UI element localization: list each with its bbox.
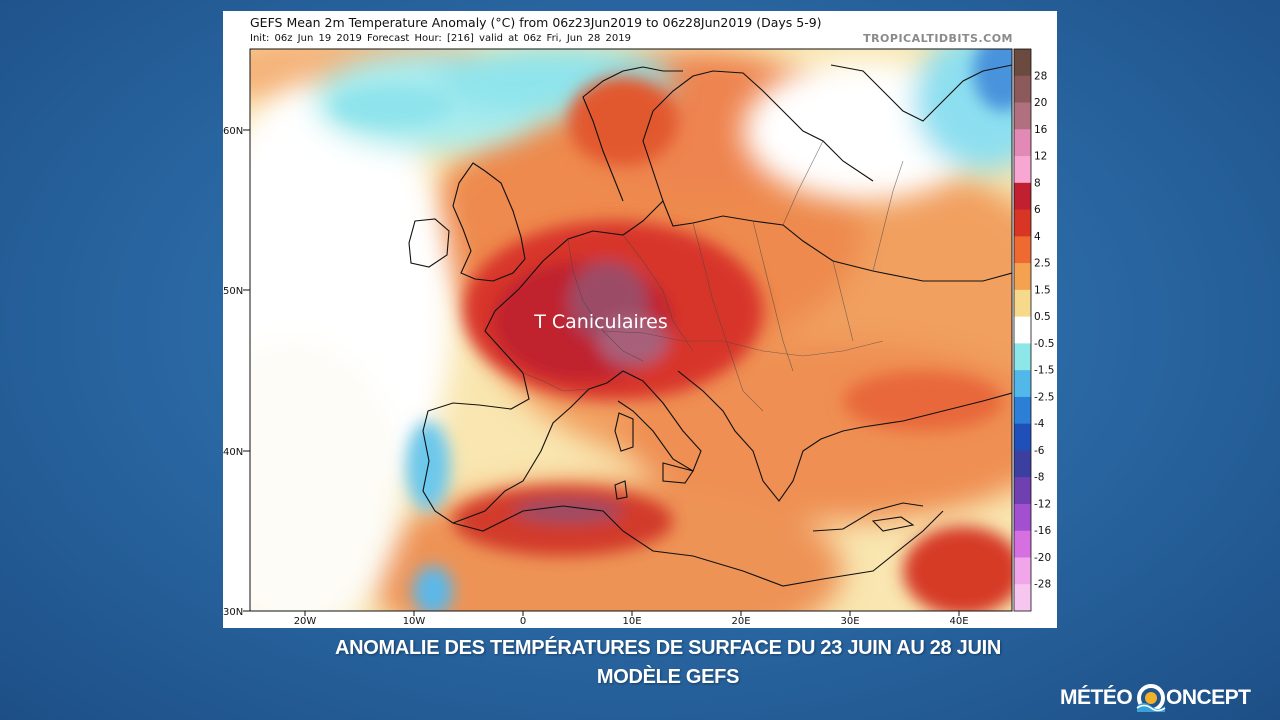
- colorbar-level-label: -12: [1034, 498, 1051, 510]
- colorbar-frame: [1013, 48, 1032, 612]
- colorbar-level-label: -20: [1034, 552, 1051, 564]
- coastlines: [408, 64, 1012, 587]
- colorbar-swatch: [1014, 156, 1031, 184]
- map-frame: [249, 48, 1013, 612]
- caption-line-1: ANOMALIE DES TEMPÉRATURES DE SURFACE DU …: [334, 637, 1002, 659]
- colorbar-level-label: 28: [1034, 70, 1047, 82]
- country-borders: [522, 140, 904, 412]
- map-subtitle: Init: 06z Jun 19 2019 Forecast Hour: [21…: [250, 33, 631, 44]
- colorbar-level-label: -28: [1034, 579, 1051, 591]
- forecast-map-panel: 60N 50N 40N 30N 20W 10W 0 10E 20E 30E 40…: [223, 11, 1057, 628]
- colorbar: 28 20 16 12 8 6 4 2.5 1.5 0.5 -0.5 -1.5 -2.5 -4 -6 -8 -1…: [1013, 48, 1055, 612]
- colorbar-swatch: [1014, 263, 1031, 291]
- lat-label: 30N: [223, 607, 243, 618]
- colorbar-swatch: [1014, 182, 1031, 211]
- colorbar-swatch: [1014, 503, 1031, 532]
- colorbar-swatch: [1014, 423, 1031, 451]
- colorbar-level-label: 16: [1034, 124, 1048, 136]
- colorbar-level-label: -16: [1034, 525, 1051, 537]
- colorbar-swatch: [1014, 477, 1031, 505]
- anomaly-field: [250, 49, 1012, 611]
- lat-label: 40N: [223, 447, 243, 458]
- colorbar-level-label: -2.5: [1034, 391, 1055, 403]
- colorbar-swatch: [1014, 75, 1031, 104]
- colorbar-level-label: 2.5: [1034, 258, 1051, 270]
- colorbar-level-label: -4: [1034, 418, 1045, 430]
- brand-text-right: ONCEPT: [1166, 686, 1251, 709]
- brand-text-left: MÉTÉO: [1060, 686, 1133, 709]
- colorbar-level-label: 12: [1034, 151, 1047, 163]
- colorbar-swatch: [1014, 584, 1031, 612]
- lon-label: 30E: [840, 616, 859, 627]
- colorbar-swatch: [1014, 102, 1031, 130]
- latitude-axis: 60N 50N 40N 30N: [223, 126, 250, 618]
- heatwave-annotation: T Caniculaires: [533, 311, 668, 333]
- source-credit: TROPICALTIDBITS.COM: [863, 32, 1013, 45]
- colorbar-swatch: [1014, 289, 1031, 318]
- temperature-anomaly-map: 60N 50N 40N 30N 20W 10W 0 10E 20E 30E 40…: [223, 48, 1055, 627]
- lon-label: 40E: [949, 616, 968, 627]
- caption-line-2: MODÈLE GEFS: [596, 666, 740, 688]
- colorbar-swatch: [1014, 450, 1031, 478]
- meteo-concept-logo: MÉTÉO ONCEPT: [1058, 680, 1268, 716]
- colorbar-swatch: [1014, 370, 1031, 398]
- colorbar-swatch: [1014, 209, 1031, 237]
- colorbar-swatch: [1014, 236, 1031, 264]
- colorbar-swatch: [1014, 557, 1031, 585]
- colorbar-swatch: [1014, 530, 1031, 558]
- colorbar-level-label: 0.5: [1034, 311, 1051, 323]
- lat-label: 50N: [223, 286, 243, 297]
- colorbar-level-label: -1.5: [1034, 365, 1055, 377]
- map-title: GEFS Mean 2m Temperature Anomaly (°C) fr…: [250, 15, 822, 30]
- colorbar-level-label: 4: [1034, 231, 1041, 243]
- longitude-axis: 20W 10W 0 10E 20E 30E 40E: [294, 611, 969, 627]
- colorbar-swatch: [1014, 316, 1031, 344]
- colorbar-level-label: 1.5: [1034, 284, 1051, 296]
- colorbar-level-label: -6: [1034, 445, 1045, 457]
- colorbar-level-label: 8: [1034, 177, 1041, 189]
- colorbar-swatch: [1014, 396, 1031, 425]
- sun-wave-icon: [1136, 684, 1166, 712]
- lon-label: 10W: [403, 616, 426, 627]
- lon-label: 10E: [622, 616, 641, 627]
- colorbar-level-label: -0.5: [1034, 338, 1055, 350]
- lat-label: 60N: [223, 126, 243, 137]
- colorbar-level-label: 20: [1034, 97, 1047, 109]
- colorbar-swatch: [1014, 49, 1031, 77]
- colorbar-swatch: [1014, 129, 1031, 157]
- lon-label: 20W: [294, 616, 317, 627]
- colorbar-level-label: 6: [1034, 204, 1041, 216]
- colorbar-level-label: -8: [1034, 472, 1044, 484]
- colorbar-swatch: [1014, 343, 1031, 371]
- lon-label: 20E: [731, 616, 750, 627]
- lon-label: 0: [520, 616, 526, 627]
